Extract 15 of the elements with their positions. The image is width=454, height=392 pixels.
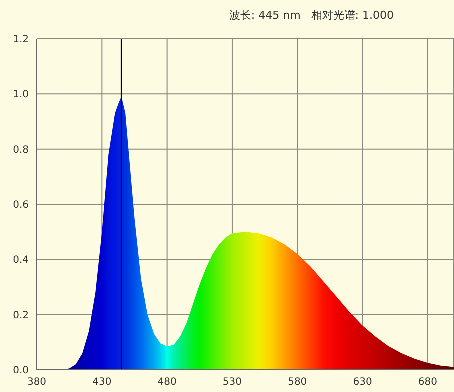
x-tick-label: 530: [222, 377, 242, 388]
x-tick-label: 580: [288, 377, 308, 388]
y-tick-label: 0.8: [13, 144, 29, 156]
y-tick-label: 0.2: [13, 310, 29, 322]
x-tick-label: 380: [27, 377, 47, 388]
y-tick-label: 0.0: [13, 366, 29, 377]
x-tick-label: 430: [92, 377, 112, 388]
y-tick-label: 1.0: [13, 90, 29, 101]
x-tick-label: 680: [418, 377, 438, 388]
x-tick-label: 480: [158, 377, 177, 388]
text: 波长: 445 nm 相对光谱: 1.000: [229, 8, 394, 23]
y-tick-label: 1.2: [13, 34, 29, 46]
x-tick-label: 630: [353, 377, 372, 388]
y-tick-label: 0.6: [13, 200, 29, 212]
y-tick-label: 0.4: [13, 255, 29, 266]
